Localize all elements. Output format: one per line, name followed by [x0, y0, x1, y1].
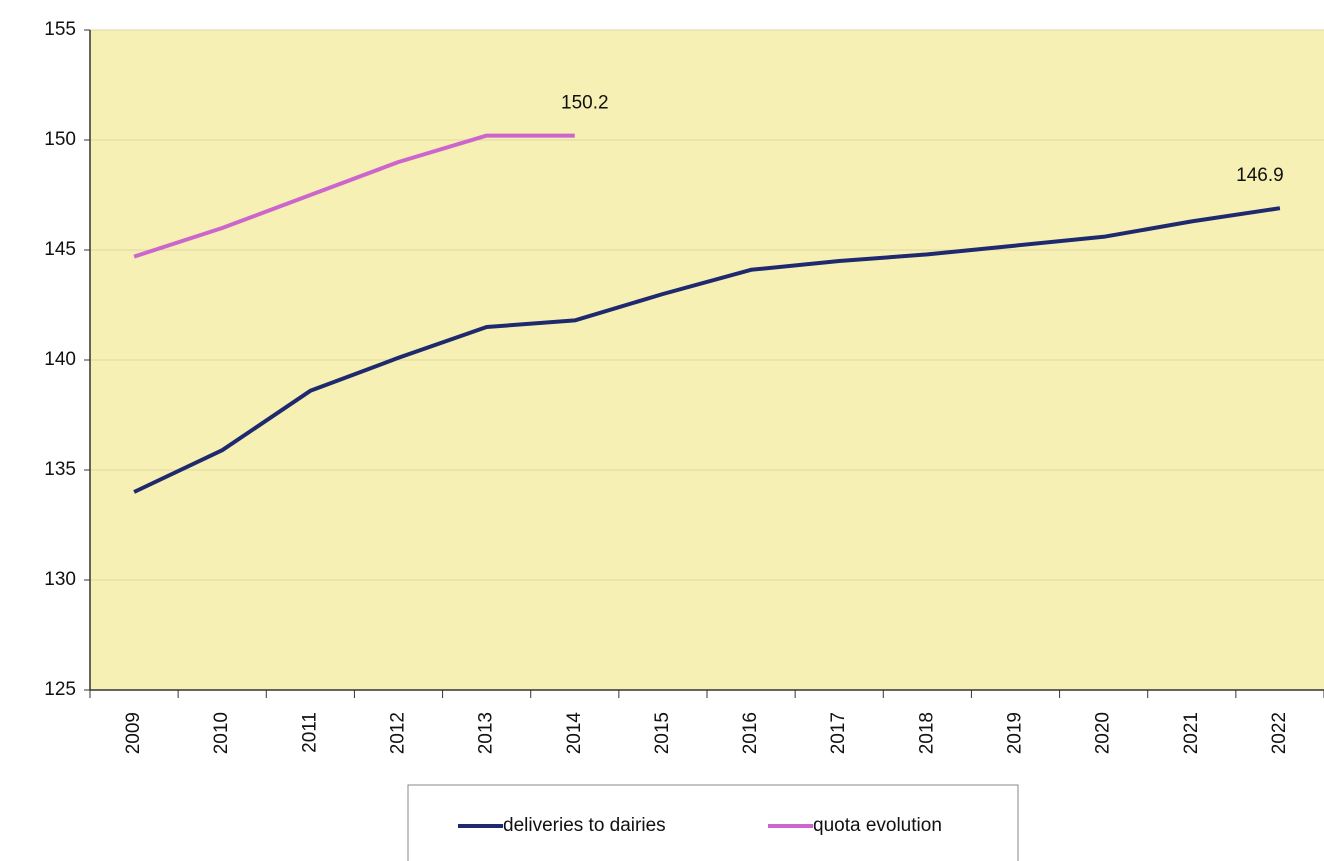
y-tick-label: 130 — [44, 569, 76, 590]
x-tick-label: 2014 — [564, 712, 585, 755]
y-tick-label: 150 — [44, 129, 76, 150]
y-tick-label: 140 — [44, 349, 76, 370]
x-tick-label: 2011 — [299, 712, 320, 753]
x-tick-label: 2022 — [1269, 712, 1290, 754]
legend-label: quota evolution — [813, 815, 942, 836]
x-tick-label: 2018 — [916, 712, 937, 754]
data-label: 150.2 — [561, 93, 609, 114]
x-tick-label: 2016 — [740, 712, 761, 754]
x-tick-label: 2020 — [1093, 712, 1114, 754]
line — [133, 133, 575, 259]
line — [133, 206, 1281, 494]
x-tick-label: 2010 — [211, 712, 232, 754]
x-tick-label: 2015 — [652, 712, 673, 754]
x-tick-label: 2012 — [388, 712, 409, 754]
y-tick-label: 135 — [44, 459, 76, 480]
x-tick-label: 2009 — [123, 712, 144, 754]
x-tick-label: 2021 — [1181, 712, 1202, 754]
legend-label: deliveries to dairies — [503, 815, 666, 836]
x-tick-label: 2019 — [1005, 712, 1026, 754]
y-tick-label: 125 — [44, 679, 76, 700]
y-tick-label: 155 — [44, 19, 76, 40]
legend-box — [407, 784, 1019, 861]
x-tick-label: 2017 — [828, 712, 849, 754]
y-tick-label: 145 — [44, 239, 76, 260]
data-label: 146.9 — [1236, 165, 1284, 186]
x-tick-label: 2013 — [476, 712, 497, 754]
